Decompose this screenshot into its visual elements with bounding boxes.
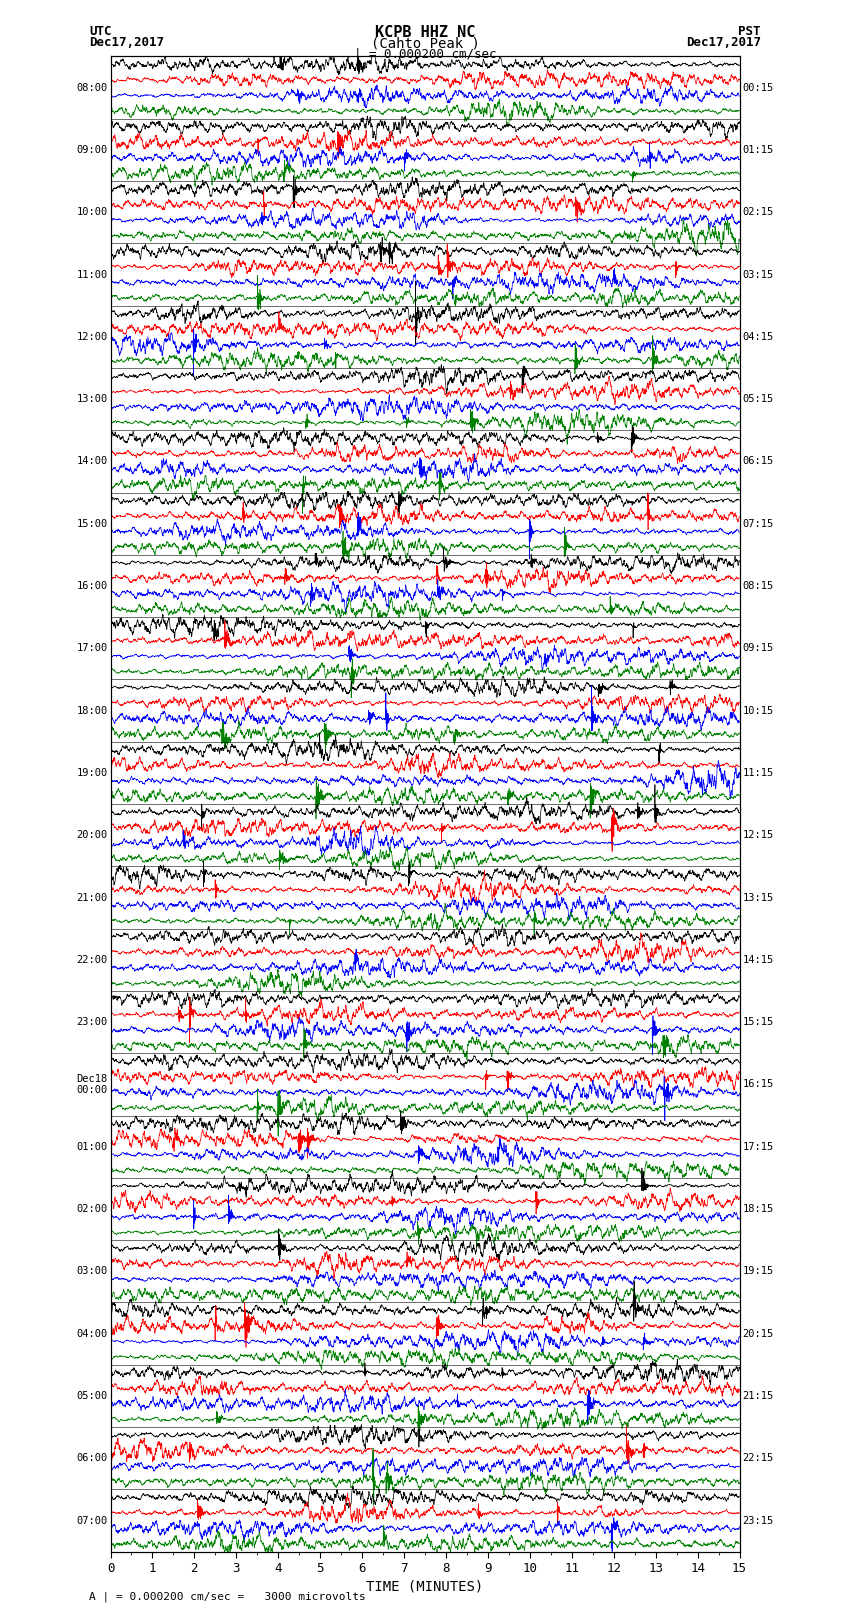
Text: A | = 0.000200 cm/sec =   3000 microvolts: A | = 0.000200 cm/sec = 3000 microvolts <box>89 1590 366 1602</box>
Text: Dec17,2017: Dec17,2017 <box>686 37 761 50</box>
Text: | = 0.000200 cm/sec: | = 0.000200 cm/sec <box>354 47 496 61</box>
Text: UTC: UTC <box>89 24 111 39</box>
Text: Dec17,2017: Dec17,2017 <box>89 37 164 50</box>
Text: (Cahto Peak ): (Cahto Peak ) <box>371 37 479 50</box>
X-axis label: TIME (MINUTES): TIME (MINUTES) <box>366 1579 484 1594</box>
Text: PST: PST <box>739 24 761 39</box>
Text: KCPB HHZ NC: KCPB HHZ NC <box>375 24 475 40</box>
